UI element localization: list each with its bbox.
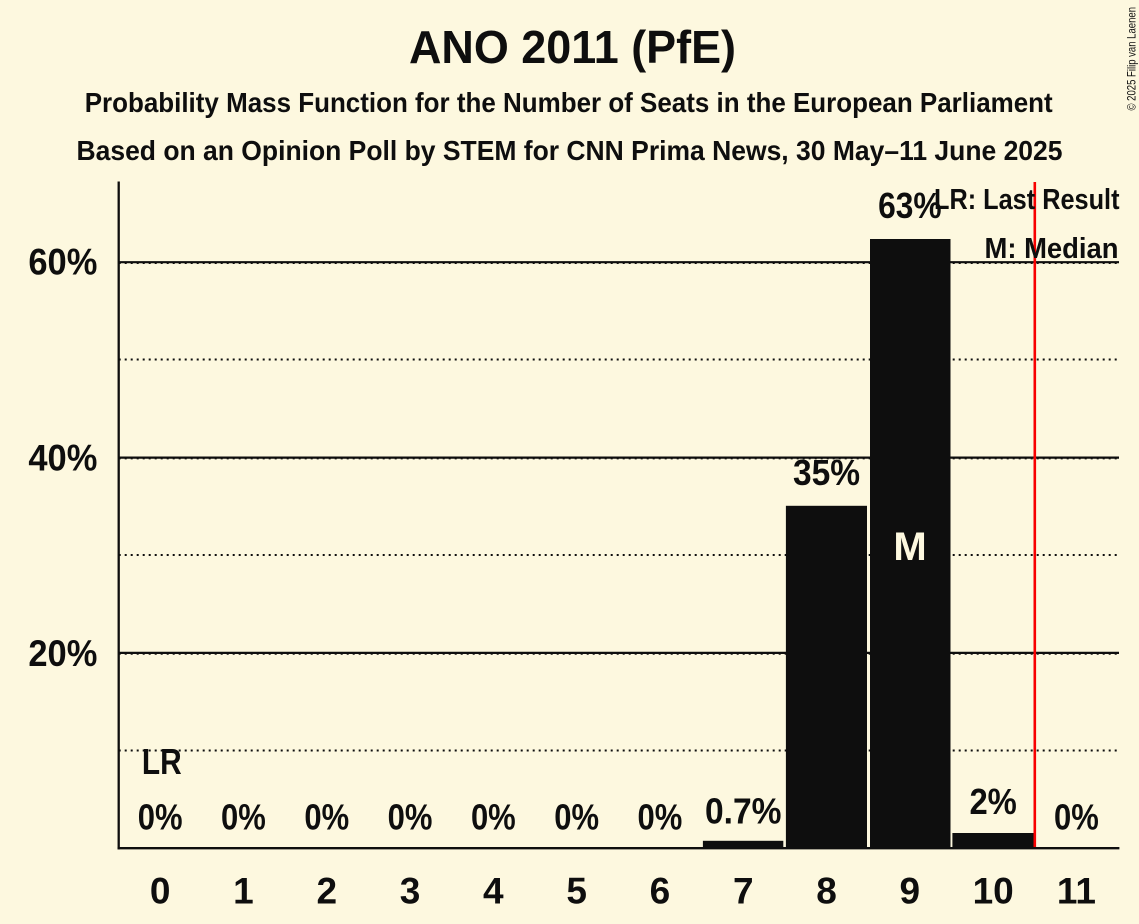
svg-text:63%: 63% xyxy=(878,185,942,226)
svg-text:1: 1 xyxy=(233,870,254,911)
svg-text:8: 8 xyxy=(816,870,837,911)
svg-text:40%: 40% xyxy=(28,437,97,478)
svg-text:4: 4 xyxy=(483,870,504,911)
svg-text:3: 3 xyxy=(400,870,421,911)
svg-text:20%: 20% xyxy=(28,633,97,674)
svg-text:0%: 0% xyxy=(638,796,683,837)
svg-text:LR: LR xyxy=(142,741,182,782)
svg-text:0%: 0% xyxy=(471,796,516,837)
svg-text:7: 7 xyxy=(733,870,754,911)
svg-text:0%: 0% xyxy=(138,796,183,837)
svg-text:M: M xyxy=(893,525,926,569)
svg-text:LR: Last Result: LR: Last Result xyxy=(934,184,1120,216)
svg-text:0: 0 xyxy=(150,870,171,911)
svg-text:0.7%: 0.7% xyxy=(705,791,782,832)
svg-text:0%: 0% xyxy=(221,796,266,837)
svg-text:Based on an Opinion Poll by ST: Based on an Opinion Poll by STEM for CNN… xyxy=(77,135,1063,166)
svg-text:6: 6 xyxy=(650,870,671,911)
svg-text:© 2025 Filip van Laenen: © 2025 Filip van Laenen xyxy=(1125,7,1139,111)
svg-text:ANO 2011 (PfE): ANO 2011 (PfE) xyxy=(409,21,736,73)
svg-text:10: 10 xyxy=(973,870,1014,911)
svg-text:0%: 0% xyxy=(554,796,599,837)
svg-text:9: 9 xyxy=(900,870,921,911)
svg-text:5: 5 xyxy=(566,870,587,911)
svg-text:M: Median: M: Median xyxy=(985,233,1119,265)
svg-text:60%: 60% xyxy=(28,242,97,283)
svg-text:35%: 35% xyxy=(793,452,860,493)
svg-text:Probability Mass Function for: Probability Mass Function for the Number… xyxy=(85,87,1053,118)
svg-text:2: 2 xyxy=(316,870,337,911)
svg-text:2%: 2% xyxy=(969,781,1016,822)
svg-text:11: 11 xyxy=(1057,870,1096,911)
svg-text:0%: 0% xyxy=(1054,796,1099,837)
svg-text:0%: 0% xyxy=(304,796,349,837)
svg-text:0%: 0% xyxy=(388,796,433,837)
